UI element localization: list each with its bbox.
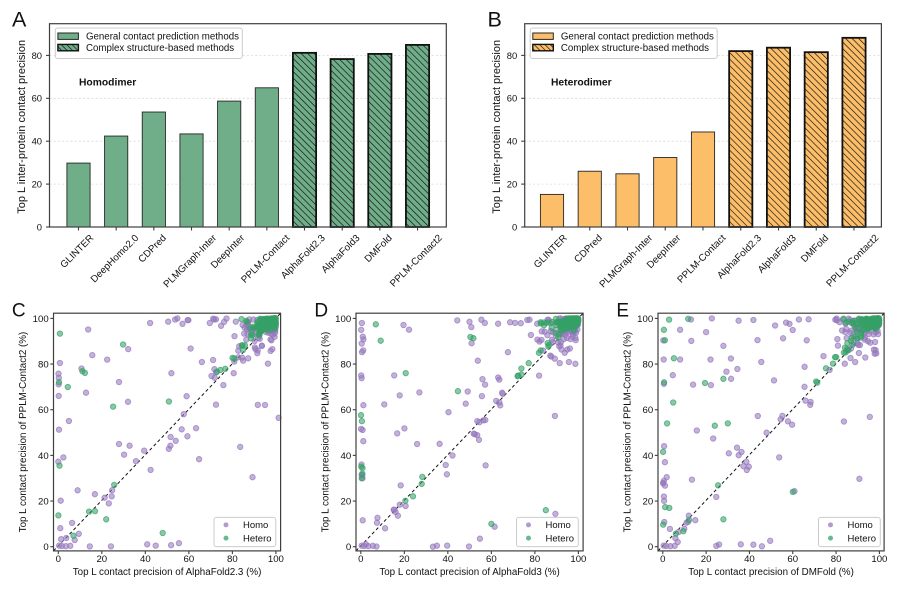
svg-text:100: 100 bbox=[637, 314, 653, 325]
svg-text:100: 100 bbox=[335, 314, 351, 325]
svg-text:80: 80 bbox=[227, 554, 238, 565]
svg-text:0: 0 bbox=[37, 221, 42, 232]
svg-text:General contact prediction met: General contact prediction methods bbox=[86, 32, 239, 43]
svg-text:40: 40 bbox=[38, 451, 49, 462]
svg-text:40: 40 bbox=[140, 554, 151, 565]
svg-text:60: 60 bbox=[643, 405, 654, 416]
svg-text:Top L contact precision of Alp: Top L contact precision of AlphaFold2.3 … bbox=[73, 567, 262, 578]
svg-text:80: 80 bbox=[507, 50, 517, 61]
svg-text:20: 20 bbox=[32, 179, 42, 190]
svg-text:Top L contact precision of PPL: Top L contact precision of PPLM-Contact2… bbox=[623, 332, 634, 533]
svg-text:100: 100 bbox=[570, 554, 586, 565]
svg-text:40: 40 bbox=[443, 554, 454, 565]
svg-text:20: 20 bbox=[643, 496, 654, 507]
svg-text:60: 60 bbox=[341, 405, 352, 416]
svg-text:Heterodimer: Heterodimer bbox=[551, 77, 612, 88]
svg-text:Hetero: Hetero bbox=[243, 533, 272, 544]
svg-text:100: 100 bbox=[33, 314, 49, 325]
svg-text:Hetero: Hetero bbox=[546, 533, 575, 544]
svg-text:80: 80 bbox=[341, 359, 352, 370]
svg-text:A: A bbox=[12, 7, 27, 31]
svg-text:Homo: Homo bbox=[848, 520, 873, 531]
svg-text:0: 0 bbox=[346, 542, 351, 553]
svg-text:Homo: Homo bbox=[546, 520, 571, 531]
svg-text:D: D bbox=[314, 300, 328, 321]
svg-text:0: 0 bbox=[512, 221, 517, 232]
svg-text:Complex structure-based method: Complex structure-based methods bbox=[561, 43, 709, 54]
svg-text:100: 100 bbox=[871, 554, 887, 565]
svg-text:Top L contact precision of DMF: Top L contact precision of DMFold (%) bbox=[688, 567, 854, 578]
svg-text:60: 60 bbox=[184, 554, 195, 565]
svg-text:C: C bbox=[12, 300, 26, 321]
svg-text:80: 80 bbox=[643, 359, 654, 370]
svg-text:40: 40 bbox=[32, 136, 42, 147]
svg-text:Top L contact precision of PPL: Top L contact precision of PPLM-Contact2… bbox=[18, 332, 29, 533]
svg-text:Top L contact precision of PPL: Top L contact precision of PPLM-Contact2… bbox=[321, 332, 332, 533]
svg-text:0: 0 bbox=[648, 542, 653, 553]
svg-text:20: 20 bbox=[38, 496, 49, 507]
svg-text:100: 100 bbox=[268, 554, 284, 565]
svg-text:Top L inter-protein contact pr: Top L inter-protein contact precision bbox=[491, 40, 503, 214]
svg-text:80: 80 bbox=[32, 50, 42, 61]
svg-text:80: 80 bbox=[530, 554, 541, 565]
svg-text:Top L contact precision of Alp: Top L contact precision of AlphaFold3 (%… bbox=[379, 567, 559, 578]
svg-text:40: 40 bbox=[744, 554, 755, 565]
svg-text:Homodimer: Homodimer bbox=[79, 77, 136, 88]
svg-text:B: B bbox=[488, 7, 502, 31]
svg-text:General contact prediction met: General contact prediction methods bbox=[561, 32, 714, 43]
svg-text:40: 40 bbox=[643, 451, 654, 462]
svg-text:20: 20 bbox=[507, 179, 517, 190]
svg-text:Complex structure-based method: Complex structure-based methods bbox=[86, 43, 234, 54]
svg-text:0: 0 bbox=[56, 554, 61, 565]
svg-text:60: 60 bbox=[507, 93, 517, 104]
svg-text:80: 80 bbox=[831, 554, 842, 565]
svg-text:60: 60 bbox=[486, 554, 497, 565]
svg-text:0: 0 bbox=[43, 542, 48, 553]
svg-text:60: 60 bbox=[38, 405, 49, 416]
svg-text:Hetero: Hetero bbox=[848, 533, 877, 544]
svg-text:0: 0 bbox=[358, 554, 363, 565]
svg-text:60: 60 bbox=[787, 554, 798, 565]
svg-text:40: 40 bbox=[507, 136, 517, 147]
svg-text:Homo: Homo bbox=[243, 520, 268, 531]
svg-text:E: E bbox=[616, 300, 629, 321]
svg-text:20: 20 bbox=[399, 554, 410, 565]
svg-text:20: 20 bbox=[96, 554, 107, 565]
svg-text:Top L inter-protein contact pr: Top L inter-protein contact precision bbox=[16, 40, 28, 214]
svg-text:0: 0 bbox=[660, 554, 665, 565]
svg-text:20: 20 bbox=[701, 554, 712, 565]
svg-text:20: 20 bbox=[341, 496, 352, 507]
svg-text:60: 60 bbox=[32, 93, 42, 104]
svg-text:80: 80 bbox=[38, 359, 49, 370]
svg-text:40: 40 bbox=[341, 451, 352, 462]
